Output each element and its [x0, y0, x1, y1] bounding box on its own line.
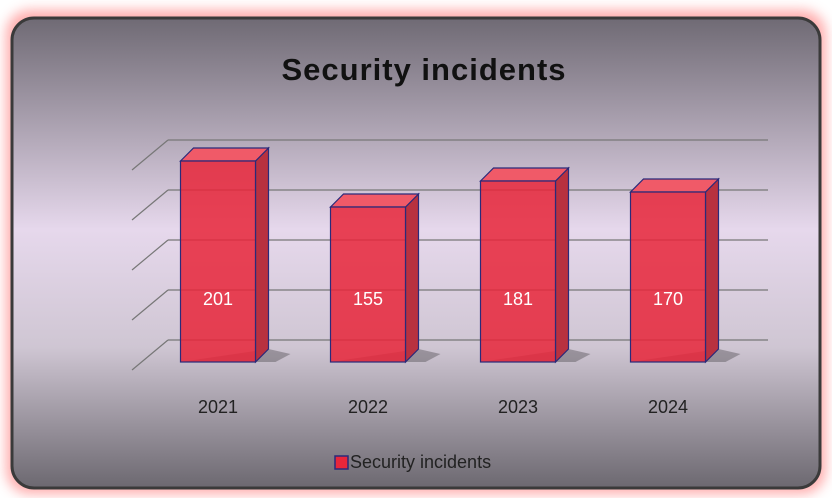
legend-swatch — [334, 455, 349, 470]
bar-top — [629, 178, 720, 193]
bar — [179, 160, 257, 363]
bar-side — [254, 146, 270, 364]
x-tick-label: 2021 — [198, 397, 238, 417]
data-label: 170 — [653, 289, 683, 309]
bar-top — [179, 147, 270, 162]
x-tick-label: 2022 — [348, 397, 388, 417]
legend-label: Security incidents — [350, 452, 491, 472]
bar-side — [404, 192, 420, 364]
bar — [479, 180, 557, 363]
chart-title: Security incidents — [281, 52, 566, 87]
x-tick-label: 2024 — [648, 397, 688, 417]
grid-line-side — [131, 139, 169, 171]
data-label: 201 — [203, 289, 233, 309]
data-label: 155 — [353, 289, 383, 309]
bar-top — [479, 167, 570, 182]
bar-side — [554, 166, 570, 364]
bar-top — [329, 193, 420, 208]
grid-line-side — [131, 189, 169, 221]
grid-line-side — [131, 239, 169, 271]
x-tick-label: 2023 — [498, 397, 538, 417]
bar — [629, 191, 707, 363]
grid-line-side — [131, 289, 169, 321]
grid-line-side — [131, 339, 169, 371]
data-label: 181 — [503, 289, 533, 309]
bar — [329, 206, 407, 363]
bar-side — [704, 177, 720, 364]
